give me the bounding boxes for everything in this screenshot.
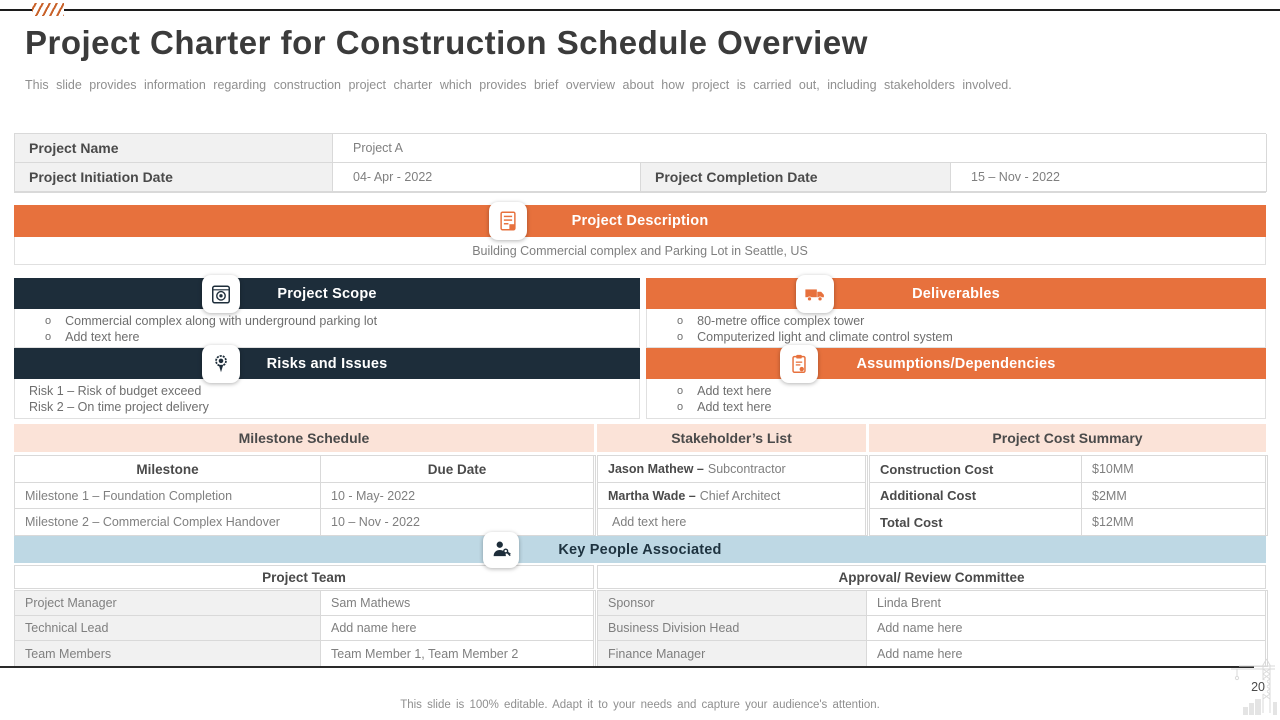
initiation-date-value: 04- Apr - 2022 bbox=[333, 163, 641, 192]
hatch-marks-decoration bbox=[32, 3, 64, 16]
deliverables-header: Deliverables bbox=[646, 274, 1266, 313]
bullet-marker: o bbox=[677, 385, 684, 397]
bullet-marker: o bbox=[677, 401, 684, 413]
team-role-label: Technical Lead bbox=[15, 616, 321, 641]
milestone-col-header: Milestone bbox=[15, 456, 321, 483]
target-icon bbox=[202, 274, 240, 313]
project-scope-header: Project Scope bbox=[14, 274, 640, 313]
milestone-cell: Milestone 1 – Foundation Completion bbox=[15, 483, 321, 509]
cost-value: $12MM bbox=[1082, 509, 1266, 535]
stakeholder-table: Jason Mathew – Subcontractor Martha Wade … bbox=[597, 455, 868, 536]
milestone-schedule-header: Milestone Schedule bbox=[14, 424, 594, 452]
project-description-header: Project Description bbox=[14, 202, 1266, 240]
committee-name-value: Linda Brent bbox=[867, 591, 1266, 616]
due-date-cell: 10 - May- 2022 bbox=[321, 483, 594, 509]
project-team-header: Project Team bbox=[14, 565, 594, 589]
project-description-title: Project Description bbox=[571, 213, 709, 229]
completion-date-value: 15 – Nov - 2022 bbox=[951, 163, 1267, 192]
project-scope-body: o Commercial complex along with undergrou… bbox=[14, 309, 640, 348]
committee-role-label: Finance Manager bbox=[598, 641, 867, 666]
person-key-icon bbox=[483, 531, 519, 568]
truck-icon bbox=[796, 274, 834, 313]
project-scope-title: Project Scope bbox=[277, 285, 377, 302]
footer-note: This slide is 100% editable. Adapt it to… bbox=[400, 699, 880, 711]
risk-line: Risk 2 – On time project delivery bbox=[29, 400, 209, 414]
committee-name-value: Add name here bbox=[867, 616, 1266, 641]
completion-date-label: Project Completion Date bbox=[641, 163, 951, 192]
stakeholder-cell: Martha Wade – Chief Architect bbox=[598, 483, 866, 509]
stakeholder-cell: Add text here bbox=[598, 509, 866, 535]
assumption-bullet: o Add text here bbox=[677, 384, 772, 398]
project-description-text: Building Commercial complex and Parking … bbox=[472, 243, 808, 258]
project-name-value: Project A bbox=[333, 134, 1267, 163]
project-info-table: Project Name Project A Project Initiatio… bbox=[14, 133, 1267, 193]
cost-label: Total Cost bbox=[870, 509, 1082, 535]
project-description-body: Building Commercial complex and Parking … bbox=[14, 237, 1266, 265]
deliverables-body: o 80-metre office complex tower o Computer… bbox=[646, 309, 1266, 348]
milestone-table: Milestone Due Date Milestone 1 – Foundat… bbox=[14, 455, 596, 536]
key-people-header: Key People Associated bbox=[14, 531, 1266, 568]
deliverables-title: Deliverables bbox=[912, 285, 1000, 302]
stakeholders-list-header: Stakeholder’s List bbox=[597, 424, 866, 452]
project-team-table: Project Manager Sam Mathews Technical Le… bbox=[14, 590, 596, 667]
team-role-label: Project Manager bbox=[15, 591, 321, 616]
risks-issues-title: Risks and Issues bbox=[266, 355, 388, 372]
team-name-value: Add name here bbox=[321, 616, 594, 641]
cost-label: Construction Cost bbox=[870, 456, 1082, 483]
team-role-label: Team Members bbox=[15, 641, 321, 666]
approval-committee-table: Sponsor Linda Brent Business Division He… bbox=[597, 590, 1268, 667]
assumptions-title: Assumptions/Dependencies bbox=[856, 355, 1056, 372]
award-ribbon-icon bbox=[202, 344, 240, 383]
document-icon bbox=[489, 202, 527, 240]
milestone-cell: Milestone 2 – Commercial Complex Handove… bbox=[15, 509, 321, 535]
top-accent-line bbox=[0, 9, 1280, 11]
scope-bullet: o Commercial complex along with undergrou… bbox=[45, 314, 378, 328]
risk-line: Risk 1 – Risk of budget exceed bbox=[29, 384, 202, 398]
assumptions-header: Assumptions/Dependencies bbox=[646, 344, 1266, 383]
cost-value: $10MM bbox=[1082, 456, 1266, 483]
approval-committee-header: Approval/ Review Committee bbox=[597, 565, 1266, 589]
bullet-marker: o bbox=[45, 315, 52, 327]
cost-label: Additional Cost bbox=[870, 483, 1082, 509]
slide-subtitle: This slide provides information regardin… bbox=[25, 78, 1012, 92]
committee-name-value: Add name here bbox=[867, 641, 1266, 666]
committee-role-label: Sponsor bbox=[598, 591, 867, 616]
deliverable-bullet: o Computerized light and climate control … bbox=[677, 330, 953, 344]
page-number: 20 bbox=[1249, 680, 1267, 694]
project-cost-summary-header: Project Cost Summary bbox=[869, 424, 1266, 452]
cost-table: Construction Cost $10MM Additional Cost … bbox=[869, 455, 1268, 536]
scope-bullet: o Add text here bbox=[45, 330, 140, 344]
cost-value: $2MM bbox=[1082, 483, 1266, 509]
stakeholder-cell: Jason Mathew – Subcontractor bbox=[598, 456, 866, 483]
initiation-date-label: Project Initiation Date bbox=[15, 163, 333, 192]
project-name-label: Project Name bbox=[15, 134, 333, 163]
risks-issues-body: Risk 1 – Risk of budget exceed Risk 2 – … bbox=[14, 379, 640, 419]
committee-role-label: Business Division Head bbox=[598, 616, 867, 641]
summary-section-headers: Milestone Schedule Stakeholder’s List Pr… bbox=[14, 424, 1266, 452]
clipboard-stamp-icon bbox=[780, 344, 818, 383]
bottom-accent-line bbox=[0, 666, 1254, 668]
key-people-subheaders: Project Team Approval/ Review Committee bbox=[14, 565, 1266, 589]
assumptions-body: o Add text here o Add text here bbox=[646, 379, 1266, 419]
team-name-value: Team Member 1, Team Member 2 bbox=[321, 641, 594, 666]
assumption-bullet: o Add text here bbox=[677, 400, 772, 414]
due-date-cell: 10 – Nov - 2022 bbox=[321, 509, 594, 535]
deliverable-bullet: o 80-metre office complex tower bbox=[677, 314, 865, 328]
team-name-value: Sam Mathews bbox=[321, 591, 594, 616]
page-title: Project Charter for Construction Schedul… bbox=[25, 24, 868, 61]
key-people-title: Key People Associated bbox=[558, 541, 722, 558]
bullet-marker: o bbox=[45, 331, 52, 343]
due-date-col-header: Due Date bbox=[321, 456, 594, 483]
risks-issues-header: Risks and Issues bbox=[14, 344, 640, 383]
bullet-marker: o bbox=[677, 331, 684, 343]
bullet-marker: o bbox=[677, 315, 684, 327]
